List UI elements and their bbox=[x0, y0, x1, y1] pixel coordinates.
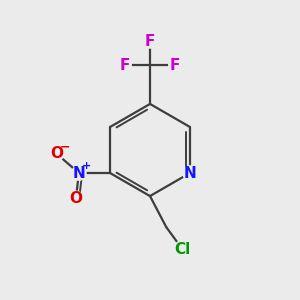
Text: +: + bbox=[81, 161, 91, 172]
Text: F: F bbox=[170, 58, 181, 73]
Text: N: N bbox=[184, 166, 196, 181]
Circle shape bbox=[118, 59, 131, 72]
Circle shape bbox=[183, 166, 197, 180]
Text: O: O bbox=[50, 146, 63, 161]
Text: O: O bbox=[69, 191, 82, 206]
Text: N: N bbox=[73, 166, 85, 181]
Text: Cl: Cl bbox=[175, 242, 191, 257]
Circle shape bbox=[69, 191, 83, 206]
Circle shape bbox=[72, 166, 86, 180]
Circle shape bbox=[143, 35, 157, 48]
Text: −: − bbox=[60, 141, 70, 154]
Circle shape bbox=[50, 147, 64, 161]
Circle shape bbox=[169, 59, 182, 72]
Circle shape bbox=[174, 241, 192, 259]
Text: F: F bbox=[119, 58, 130, 73]
Text: F: F bbox=[145, 34, 155, 49]
